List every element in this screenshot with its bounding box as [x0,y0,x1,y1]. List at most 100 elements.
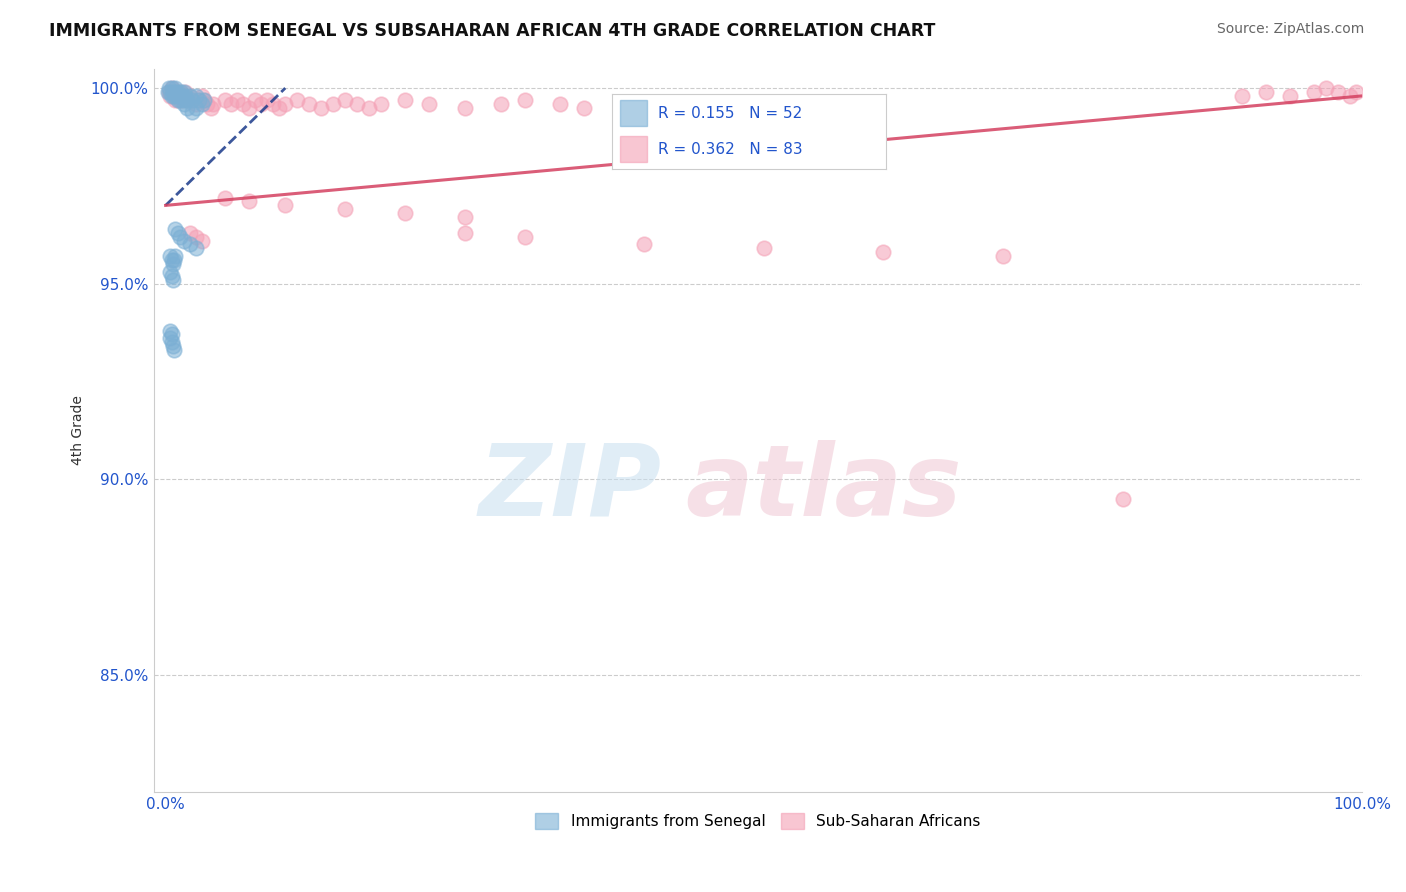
Text: Source: ZipAtlas.com: Source: ZipAtlas.com [1216,22,1364,37]
Immigrants from Senegal [184,89,207,103]
Immigrants from Senegal [165,222,187,236]
Immigrants from Senegal [156,85,179,99]
Sub-Saharan Africans [193,93,215,107]
Immigrants from Senegal [176,93,198,107]
Sub-Saharan Africans [1315,81,1337,95]
Bar [620,136,647,161]
Sub-Saharan Africans [170,89,193,103]
Sub-Saharan Africans [394,93,416,107]
Sub-Saharan Africans [872,245,894,260]
Immigrants from Senegal [162,85,184,99]
Immigrants from Senegal [165,85,187,99]
Sub-Saharan Africans [991,249,1014,263]
Sub-Saharan Africans [165,93,187,107]
Immigrants from Senegal [160,253,183,268]
Sub-Saharan Africans [184,96,207,111]
Sub-Saharan Africans [357,101,380,115]
Immigrants from Senegal [165,81,187,95]
Sub-Saharan Africans [333,93,356,107]
Immigrants from Senegal [170,85,193,99]
Sub-Saharan Africans [176,93,198,107]
Sub-Saharan Africans [165,85,187,99]
Immigrants from Senegal [176,101,198,115]
Immigrants from Senegal [184,241,207,255]
Immigrants from Senegal [162,257,184,271]
Sub-Saharan Africans [238,194,260,209]
Immigrants from Senegal [173,234,195,248]
Sub-Saharan Africans [172,93,194,107]
Sub-Saharan Africans [214,93,236,107]
Immigrants from Senegal [162,273,184,287]
Immigrants from Senegal [163,343,186,357]
Sub-Saharan Africans [346,96,368,111]
Sub-Saharan Africans [1279,89,1302,103]
Immigrants from Senegal [160,327,183,342]
Immigrants from Senegal [173,96,195,111]
Immigrants from Senegal [173,93,195,107]
Sub-Saharan Africans [633,237,655,252]
Sub-Saharan Africans [513,93,536,107]
Immigrants from Senegal [163,253,186,268]
Sub-Saharan Africans [1112,491,1135,506]
Sub-Saharan Africans [179,226,201,240]
Text: IMMIGRANTS FROM SENEGAL VS SUBSAHARAN AFRICAN 4TH GRADE CORRELATION CHART: IMMIGRANTS FROM SENEGAL VS SUBSAHARAN AF… [49,22,935,40]
Sub-Saharan Africans [256,93,278,107]
Sub-Saharan Africans [454,226,477,240]
Immigrants from Senegal [159,331,181,345]
Immigrants from Senegal [179,89,201,103]
Immigrants from Senegal [162,339,184,353]
Sub-Saharan Africans [454,210,477,224]
Immigrants from Senegal [166,85,188,99]
Sub-Saharan Africans [221,96,243,111]
Sub-Saharan Africans [1344,85,1367,99]
Sub-Saharan Africans [162,85,184,99]
Sub-Saharan Africans [166,89,188,103]
Immigrants from Senegal [188,93,211,107]
Sub-Saharan Africans [1232,89,1254,103]
Sub-Saharan Africans [197,96,219,111]
Sub-Saharan Africans [550,96,572,111]
Bar [620,101,647,127]
Sub-Saharan Africans [454,101,477,115]
Sub-Saharan Africans [238,101,260,115]
Immigrants from Senegal [184,101,207,115]
Immigrants from Senegal [159,85,181,99]
Sub-Saharan Africans [226,93,249,107]
Immigrants from Senegal [160,81,183,95]
Immigrants from Senegal [157,81,180,95]
Y-axis label: 4th Grade: 4th Grade [72,395,86,465]
Sub-Saharan Africans [214,190,236,204]
Sub-Saharan Africans [181,93,204,107]
Sub-Saharan Africans [190,234,212,248]
Sub-Saharan Africans [1256,85,1278,99]
Sub-Saharan Africans [232,96,254,111]
Immigrants from Senegal [163,89,186,103]
Immigrants from Senegal [159,265,181,279]
Immigrants from Senegal [173,85,195,99]
Immigrants from Senegal [160,89,183,103]
Sub-Saharan Africans [262,96,284,111]
Sub-Saharan Africans [190,89,212,103]
Immigrants from Senegal [193,93,215,107]
Sub-Saharan Africans [160,81,183,95]
Immigrants from Senegal [160,268,183,283]
Immigrants from Senegal [181,104,204,119]
Sub-Saharan Africans [1339,89,1361,103]
Sub-Saharan Africans [250,96,273,111]
Sub-Saharan Africans [752,241,775,255]
Sub-Saharan Africans [394,206,416,220]
Sub-Saharan Africans [184,229,207,244]
Immigrants from Senegal [169,93,191,107]
Sub-Saharan Africans [309,101,332,115]
Text: R = 0.362   N = 83: R = 0.362 N = 83 [658,142,803,156]
Sub-Saharan Africans [173,89,195,103]
Sub-Saharan Africans [418,96,440,111]
Immigrants from Senegal [166,93,188,107]
Sub-Saharan Africans [513,229,536,244]
Immigrants from Senegal [166,226,188,240]
Sub-Saharan Africans [298,96,321,111]
Sub-Saharan Africans [274,198,297,212]
Sub-Saharan Africans [188,93,211,107]
Sub-Saharan Africans [269,101,291,115]
Text: R = 0.155   N = 52: R = 0.155 N = 52 [658,106,803,121]
